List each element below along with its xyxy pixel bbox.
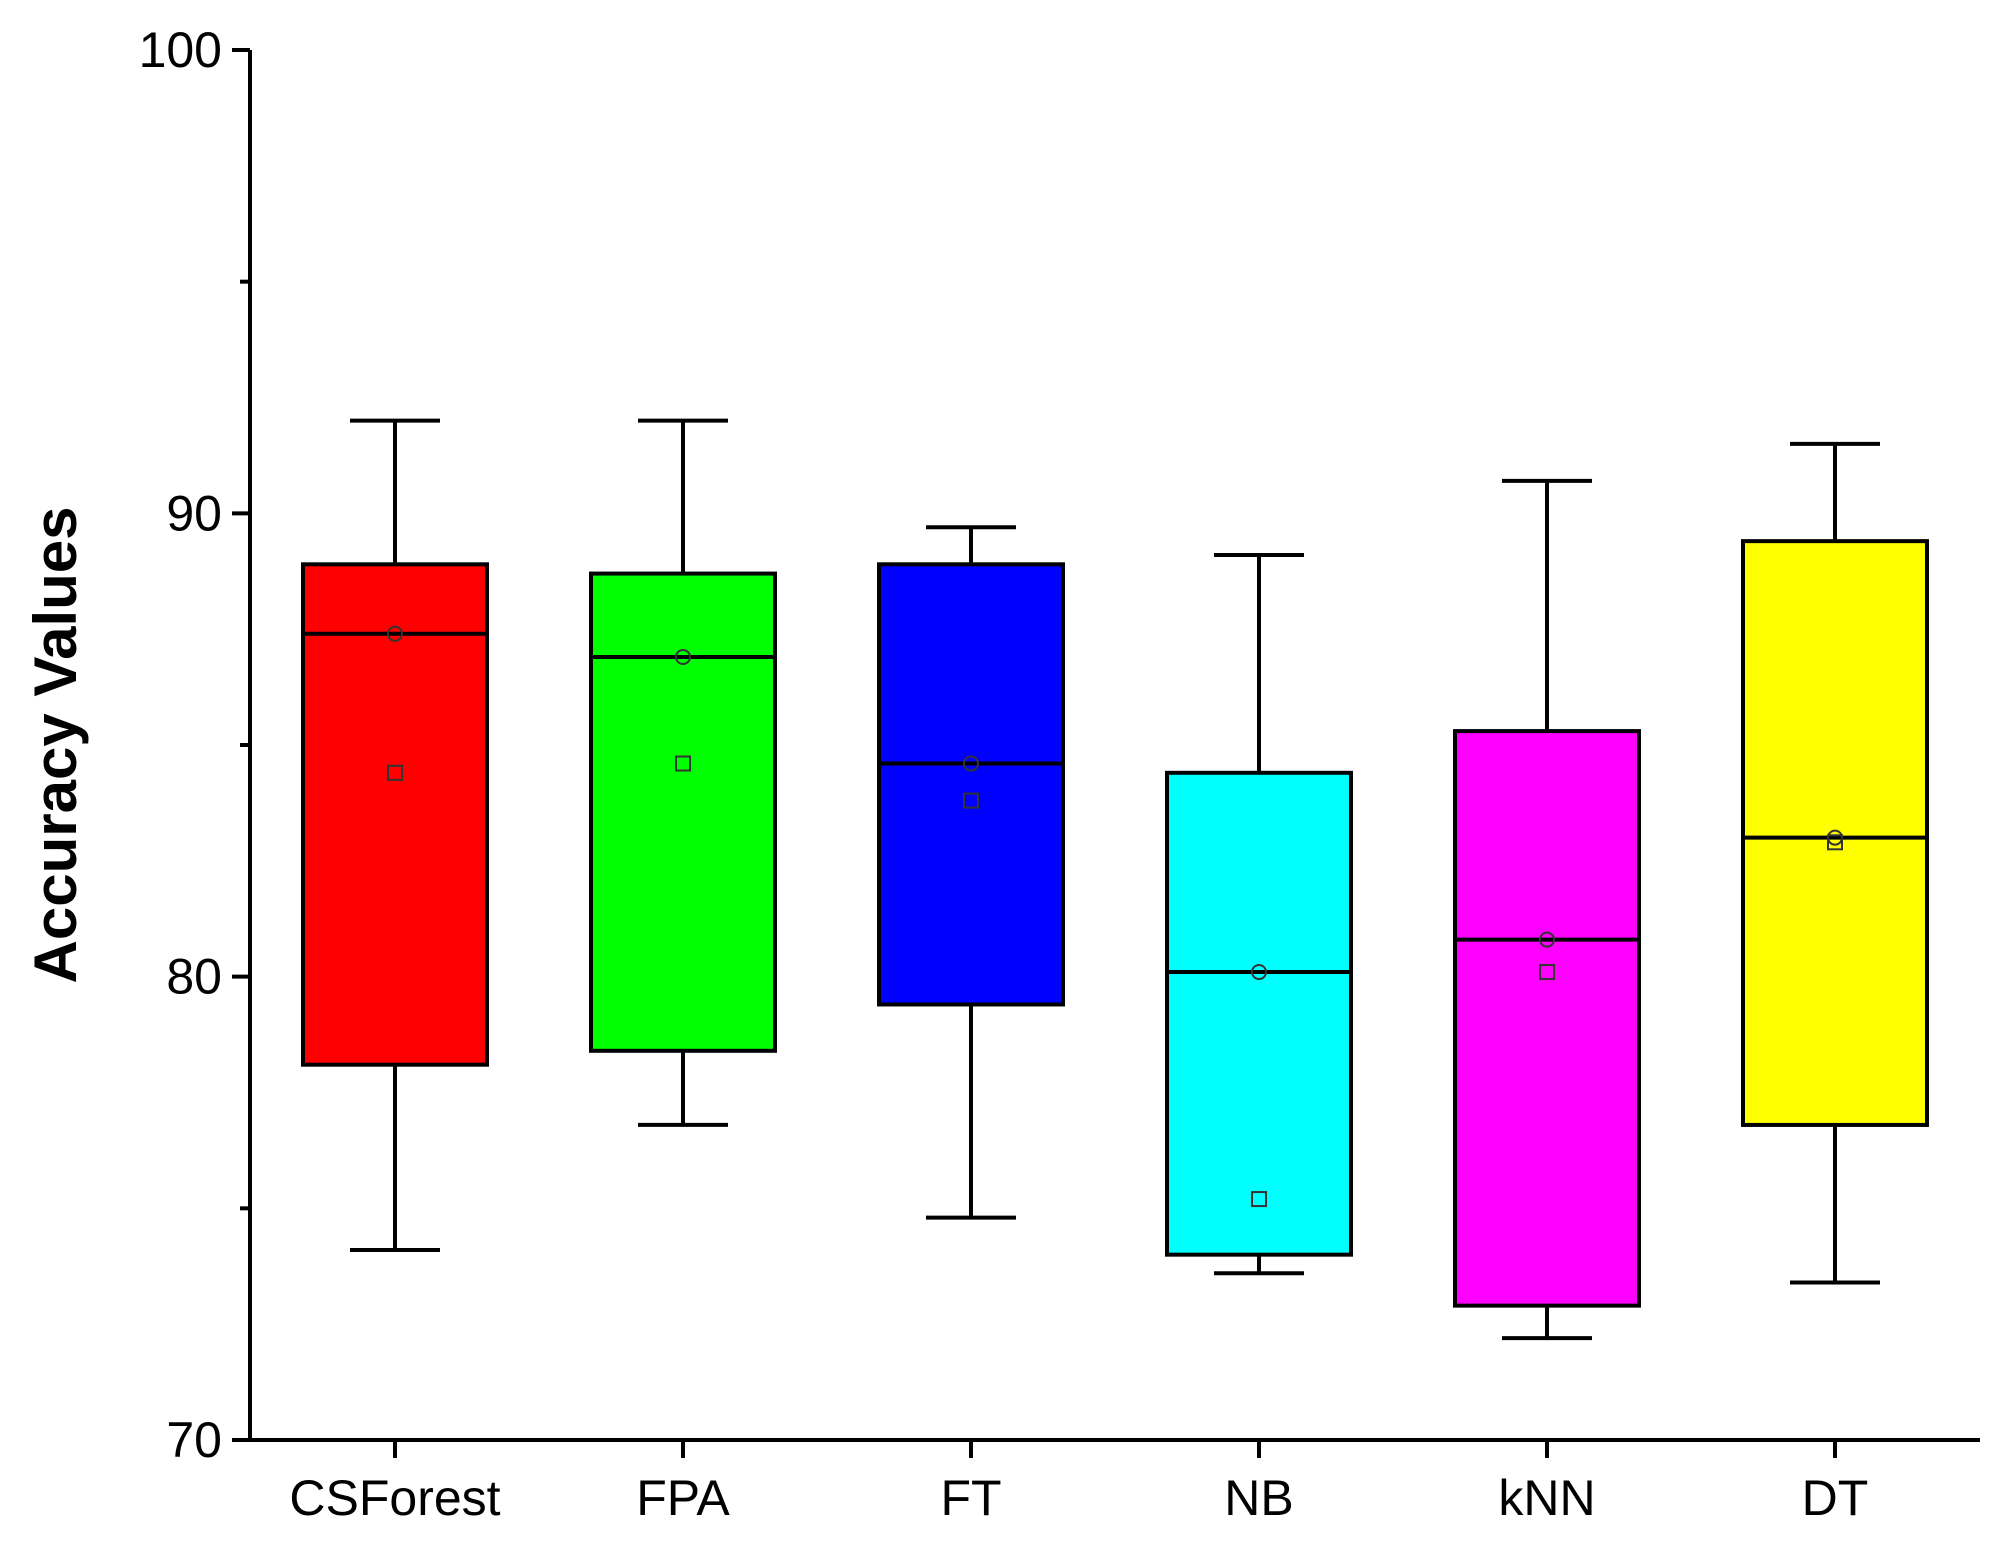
box-fpa [589,418,777,1127]
x-tick-label-dt: DT [1802,1470,1869,1526]
iqr-box [589,571,777,1053]
median-marker [1251,964,1267,981]
y-axis-ticks: 70 80 90 100 [139,22,250,1468]
box-nb [1165,553,1353,1276]
iqr-box [1741,539,1929,1127]
x-axis-ticks: CSForest FPA FT NB kNN DT [289,1440,1868,1526]
mean-marker [1251,1191,1267,1208]
mean-marker [675,755,691,772]
y-tick-label: 90 [166,485,222,541]
y-axis-title: Accuracy Values [22,507,89,984]
mean-marker [1539,964,1555,981]
mean-marker [963,792,979,809]
y-tick-label: 80 [166,949,222,1005]
box-ft [877,525,1065,1220]
mean-marker [387,764,403,781]
median-marker [1539,931,1555,948]
box-csforest [301,418,489,1253]
iqr-box [877,562,1065,1007]
box-knn [1453,478,1641,1341]
y-tick-label: 100 [139,22,222,78]
median-marker [963,755,979,772]
plot-area [301,418,1929,1341]
median-marker [387,625,403,642]
iqr-box [1453,729,1641,1308]
median-marker [675,648,691,665]
iqr-box [1165,770,1353,1257]
box-dt [1741,441,1929,1285]
y-tick-label: 70 [166,1412,222,1468]
x-tick-label-csforest: CSForest [289,1470,500,1526]
x-tick-label-ft: FT [940,1470,1001,1526]
x-tick-label-knn: kNN [1498,1470,1595,1526]
x-tick-label-nb: NB [1224,1470,1293,1526]
iqr-box [301,562,489,1067]
x-tick-label-fpa: FPA [636,1470,730,1526]
mean-marker [1827,834,1843,851]
